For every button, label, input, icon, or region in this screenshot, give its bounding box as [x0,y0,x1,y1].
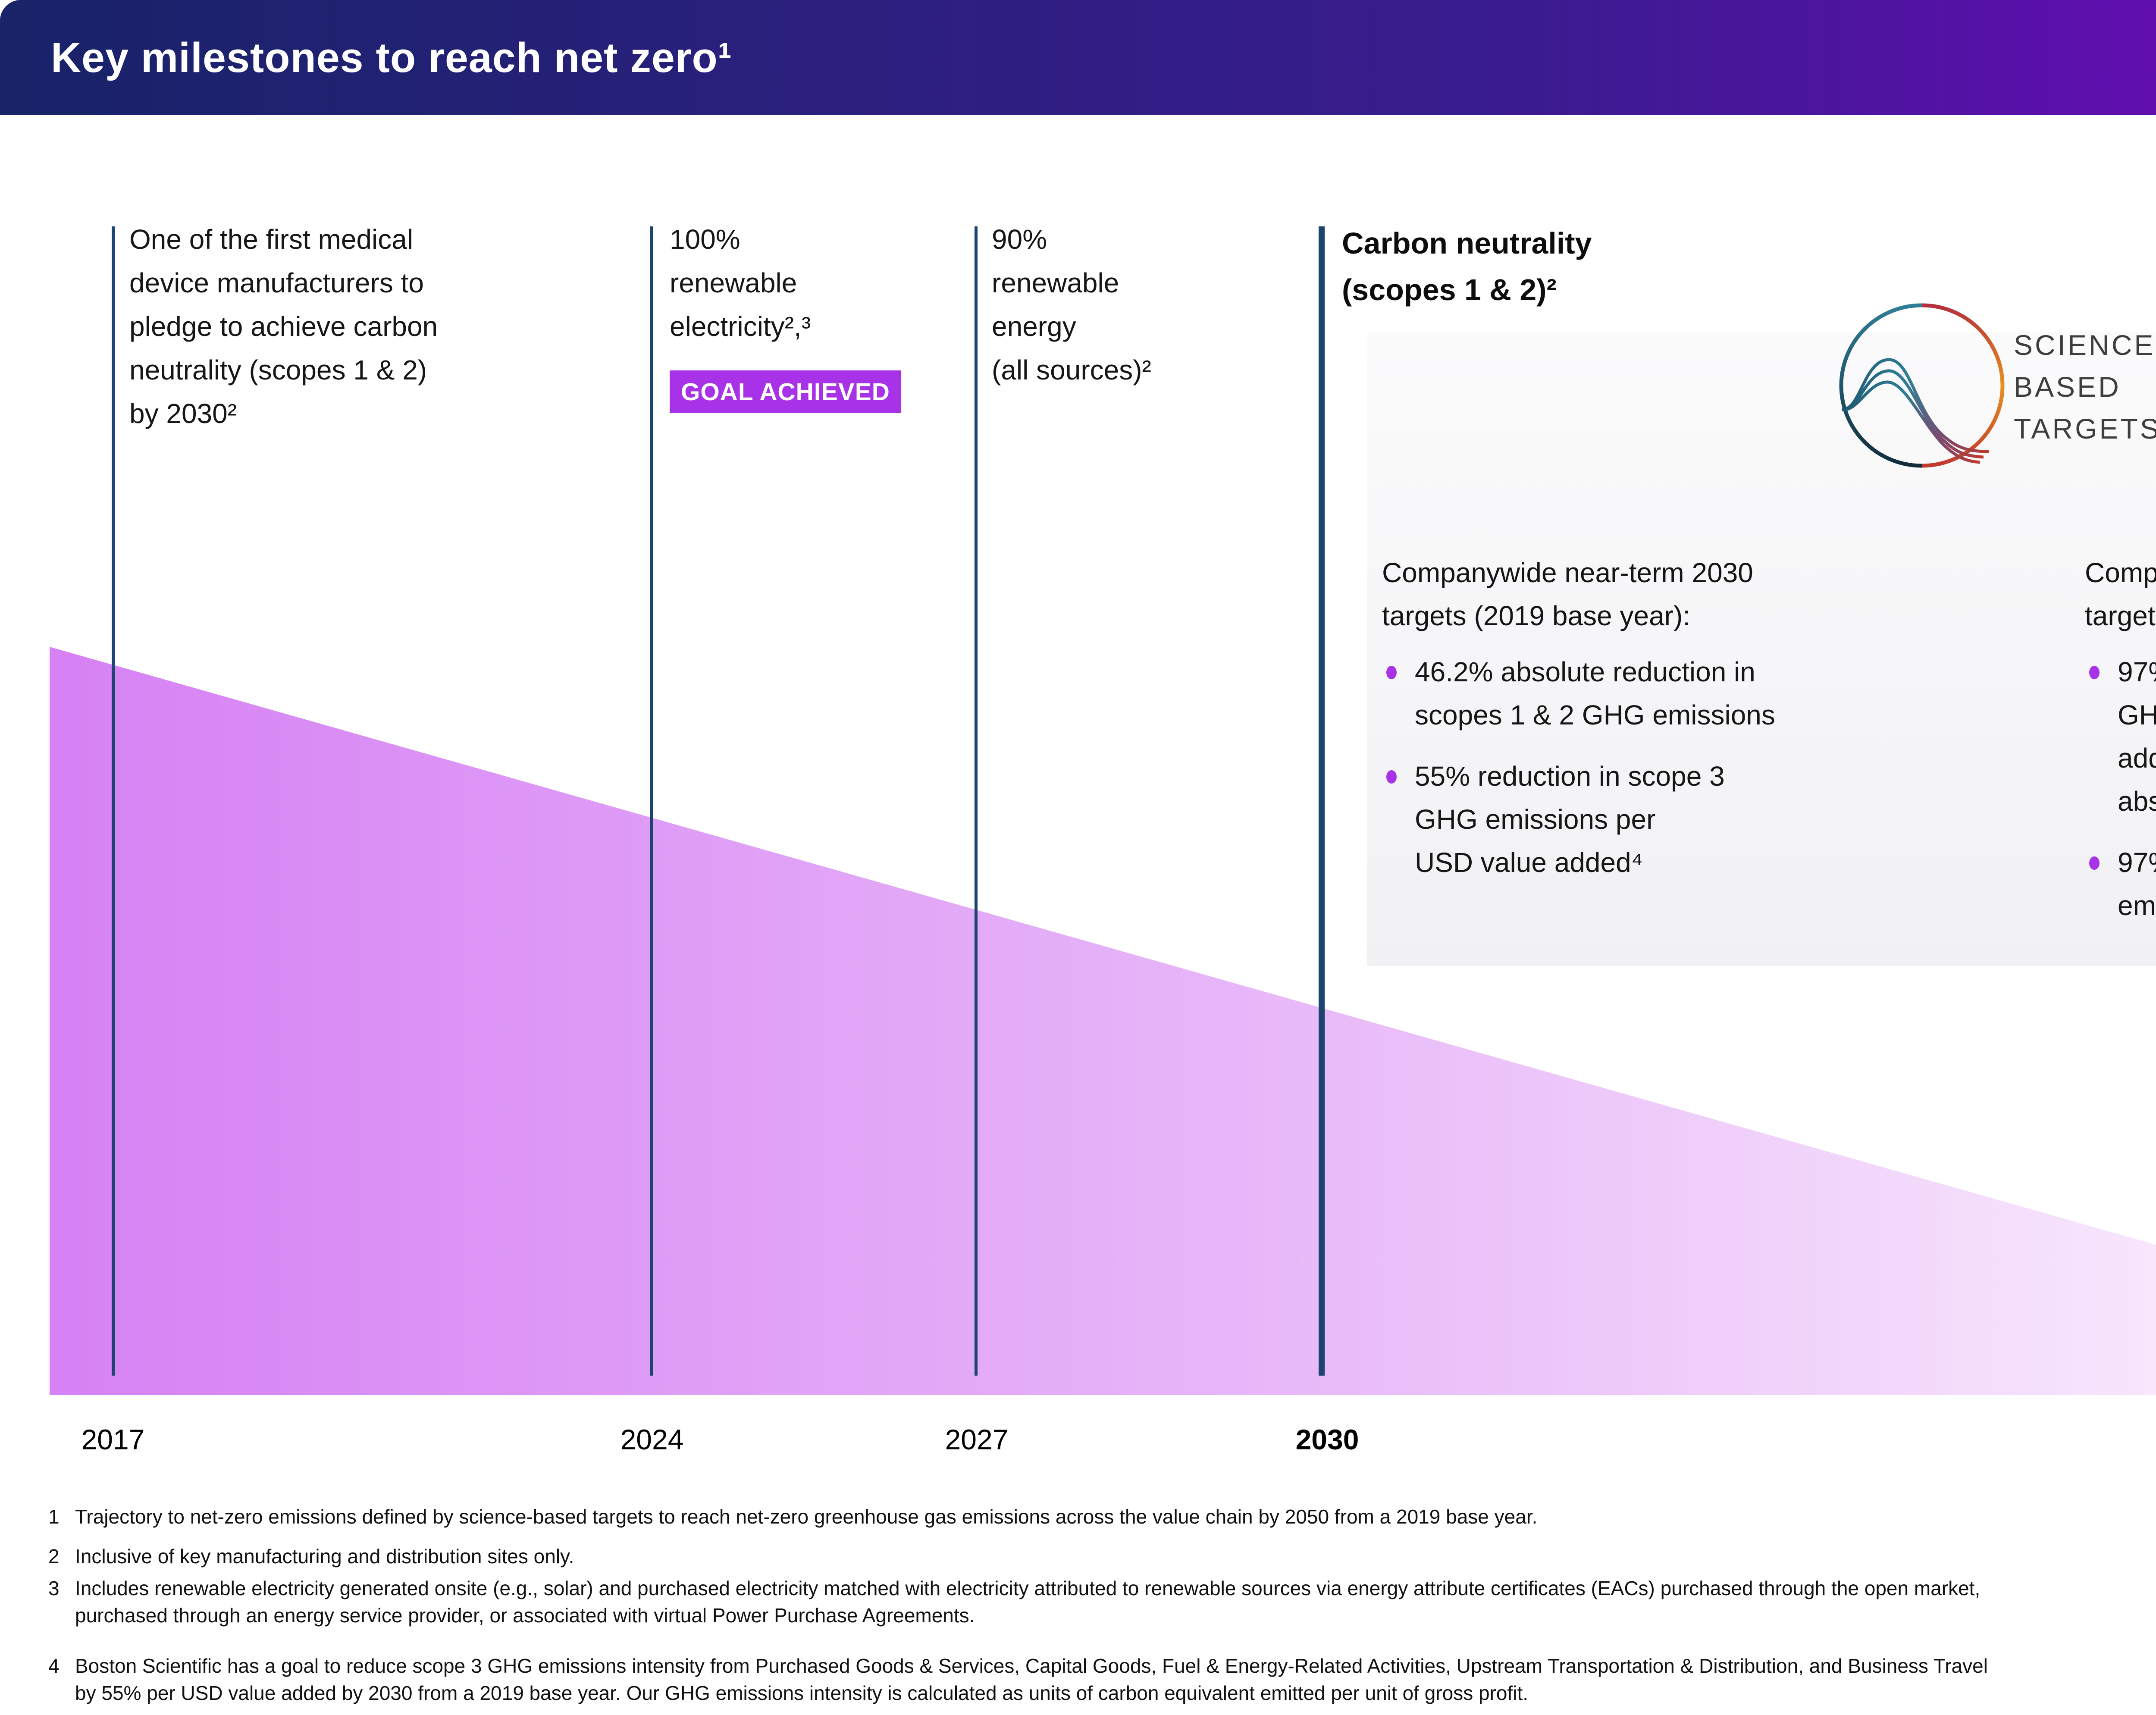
bullet-dot-icon [1386,770,1397,784]
footnote-1: 1 Trajectory to net-zero emissions defin… [48,1503,1537,1530]
timeline-marker-2030 [1319,226,1325,1376]
carbon-neutrality-heading: Carbon neutrality (scopes 1 & 2)² [1342,226,1592,307]
science-based-targets-logo: SCIENCE BASED TARGETS [1837,303,2156,480]
near-term-bullet-2: 55% reduction in scope 3 GHG emissions p… [1415,761,1725,878]
footnote-2: 2 Inclusive of key manufacturing and dis… [48,1543,574,1570]
list-item: 55% reduction in scope 3 GHG emissions p… [1386,755,1775,884]
footnote-3: 3 Includes renewable electricity generat… [48,1575,1980,1629]
long-term-bullet-2: 97% reduction in scope 3 GHG emissions p… [2118,847,2156,921]
year-label-2024: 2024 [620,1423,684,1455]
footnote-text: Includes renewable electricity generated… [75,1577,1981,1627]
list-item: 97% reduction in scope 3 GHG emissions p… [2089,841,2156,927]
timeline-marker-2027 [975,226,978,1376]
year-label-2027: 2027 [945,1423,1009,1455]
near-term-bullet-1: 46.2% absolute reduction in scopes 1 & 2… [1415,656,1775,731]
near-term-targets-list: 46.2% absolute reduction in scopes 1 & 2… [1386,650,1775,884]
milestone-2024-text: 100% renewable electricity²,³ [670,224,811,342]
timeline-marker-2024 [650,226,653,1376]
goal-achieved-badge: GOAL ACHIEVED [670,370,901,413]
milestone-2017-text: One of the first medical device manufact… [129,224,438,429]
year-label-2030: 2030 [1295,1423,1359,1455]
footnote-text: Trajectory to net-zero emissions defined… [75,1505,1538,1528]
footnote-number: 3 [48,1577,60,1599]
year-label-2017: 2017 [81,1423,145,1455]
page-title: Key milestones to reach net zero¹ [51,34,733,81]
timeline-marker-2017 [112,226,115,1376]
list-item: 97% reduction in scopes 1 & 2 GHG emissi… [2089,650,2156,823]
long-term-targets-heading: Companywide long-term 2050 targets (2019… [2085,557,2156,631]
milestone-2027-text: 90% renewable energy (all sources)² [992,224,1151,386]
sbt-circle-waves-icon [1839,303,2005,468]
footnote-4: 4 Boston Scientific has a goal to reduce… [48,1652,1988,1707]
footnote-number: 2 [48,1545,60,1568]
sbt-logo-wordmark: SCIENCE BASED TARGETS [2014,324,2156,450]
bullet-dot-icon [1386,666,1397,679]
sbt-word-based: BASED [2014,371,2121,403]
bullet-dot-icon [2089,666,2100,679]
footnote-number: 4 [48,1655,60,1677]
title-bar: Key milestones to reach net zero¹ [0,0,2156,115]
sbt-word-science: SCIENCE [2014,329,2156,361]
long-term-targets-list: 97% reduction in scopes 1 & 2 GHG emissi… [2089,650,2156,927]
footnote-number: 1 [48,1505,60,1528]
science-based-targets-panel: SCIENCE BASED TARGETS Companywide near-t… [1367,303,2156,966]
near-term-targets-heading: Companywide near-term 2030 targets (2019… [1382,557,1753,631]
bullet-dot-icon [2089,856,2100,870]
sbt-word-targets: TARGETS [2014,413,2156,445]
footnote-text: Inclusive of key manufacturing and distr… [75,1545,574,1568]
list-item: 46.2% absolute reduction in scopes 1 & 2… [1386,650,1775,737]
long-term-bullet-1: 97% reduction in scopes 1 & 2 GHG emissi… [2118,656,2156,817]
footnote-text: Boston Scientific has a goal to reduce s… [75,1655,1988,1704]
